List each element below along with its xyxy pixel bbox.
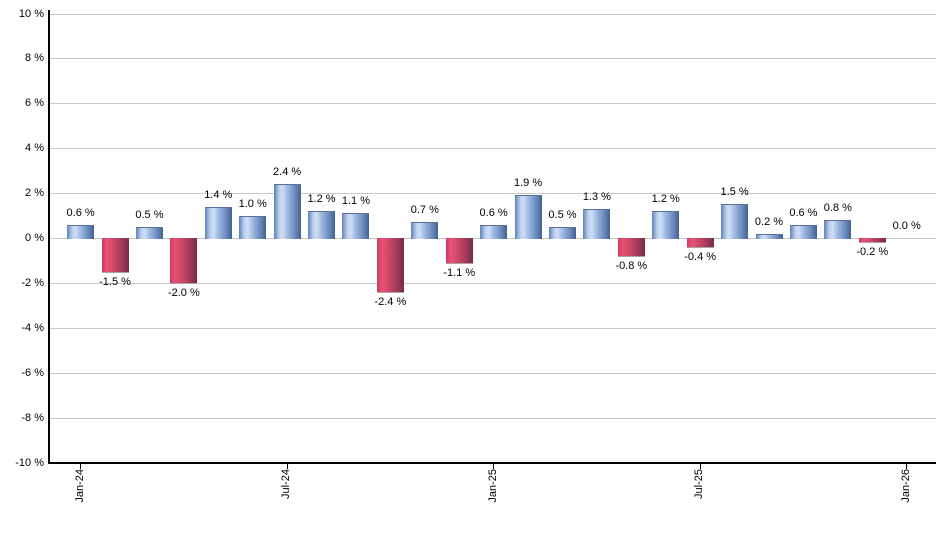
positive-bar-apr-25 (583, 208, 611, 239)
negative-bar-dec-25 (858, 238, 886, 244)
negative-bar-oct-24 (376, 238, 404, 293)
x-axis-tick (286, 463, 288, 469)
bar-value-label: 0.2 % (754, 215, 784, 228)
bar-value-label: 0.7 % (410, 204, 439, 217)
y-gridline (48, 148, 936, 150)
x-axis-tick-label: Jul-25 (693, 468, 706, 499)
y-axis-line (47, 10, 50, 463)
negative-bar-may-25 (617, 238, 645, 257)
negative-bar-dec-24 (445, 238, 473, 264)
positive-bar-jan-24 (67, 224, 95, 239)
bar-value-label: 1.3 % (582, 190, 611, 203)
bar-value-label: -0.2 % (856, 246, 889, 259)
positive-bar-aug-24 (308, 211, 336, 239)
positive-bar-nov-25 (824, 220, 852, 239)
bar-value-label: 0.5 % (548, 208, 577, 221)
bar-value-label: 1.2 % (651, 193, 680, 206)
bar-value-label: 0.6 % (479, 206, 508, 219)
bar-value-label: -0.4 % (684, 250, 717, 263)
bar-value-label: -1.1 % (443, 266, 476, 279)
bar-value-label: 0.5 % (135, 208, 164, 221)
bar-value-label: -2.0 % (167, 286, 200, 299)
bar-value-label: 0.6 % (66, 206, 95, 219)
negative-bar-apr-24 (170, 238, 198, 284)
bar-value-label: 1.9 % (513, 177, 543, 190)
y-gridline (48, 58, 936, 60)
y-axis-tick-label: 0 % (25, 232, 44, 244)
bar-value-label: -1.5 % (99, 275, 131, 288)
y-gridline (48, 193, 936, 195)
y-axis-tick-label: 6 % (25, 97, 44, 110)
y-axis-tick-label: -6 % (21, 366, 44, 379)
x-axis-line (47, 461, 936, 464)
positive-bar-feb-25 (514, 195, 542, 239)
bar-value-label: 0.8 % (823, 202, 852, 215)
bar-value-label: 1.0 % (238, 197, 267, 210)
positive-bar-jun-25 (652, 211, 680, 239)
positive-bar-may-24 (204, 206, 232, 239)
y-gridline (48, 327, 936, 329)
y-axis-tick-label: 2 % (25, 187, 44, 200)
x-axis-tick-label: Jul-24 (280, 468, 293, 499)
y-axis-tick-label: -8 % (21, 411, 44, 424)
bar-value-label: 2.4 % (273, 166, 302, 179)
positive-bar-mar-24 (135, 226, 163, 239)
bar-value-label: -0.8 % (615, 259, 648, 272)
positive-bar-sep-24 (342, 213, 370, 239)
bar-value-label: 1.2 % (307, 193, 336, 206)
y-gridline (48, 13, 936, 15)
y-axis-tick-label: 4 % (25, 142, 44, 155)
y-axis-tick-label: 10 % (18, 7, 44, 20)
positive-bar-oct-25 (789, 224, 817, 239)
y-gridline (48, 417, 936, 419)
positive-bar-mar-25 (548, 226, 576, 239)
y-gridline (48, 282, 936, 284)
positive-bar-jan-25 (480, 224, 508, 239)
y-axis-tick-label: 8 % (25, 52, 44, 65)
bar-value-label: -2.4 % (374, 295, 407, 308)
negative-bar-feb-24 (101, 238, 129, 273)
x-axis-tick (906, 463, 908, 469)
negative-bar-jul-25 (686, 238, 714, 248)
positive-bar-aug-25 (721, 204, 749, 239)
positive-bar-sep-25 (755, 233, 783, 239)
bar-value-label: 1.1 % (341, 195, 371, 208)
x-axis-tick-label: Jan-25 (486, 468, 499, 503)
y-axis-tick-label: -10 % (15, 456, 44, 469)
positive-bar-nov-24 (411, 222, 439, 239)
y-gridline (48, 103, 936, 105)
y-axis-tick-label: -4 % (21, 321, 44, 334)
x-axis-tick-label: Jan-24 (73, 468, 86, 503)
positive-bar-jun-24 (239, 215, 267, 239)
y-gridline (48, 372, 936, 374)
y-axis-tick-label: -2 % (21, 276, 44, 289)
x-axis-tick-label: Jan-26 (899, 468, 912, 503)
bar-value-label: 1.4 % (204, 188, 233, 201)
bar-value-label: 0.6 % (789, 206, 818, 219)
x-axis-tick (80, 463, 82, 469)
bar-value-label: 0.0 % (892, 220, 921, 232)
positive-bar-jul-24 (273, 184, 301, 239)
bar-value-label: 1.5 % (720, 186, 749, 199)
x-axis-tick (699, 463, 701, 469)
x-axis-tick (493, 463, 495, 469)
